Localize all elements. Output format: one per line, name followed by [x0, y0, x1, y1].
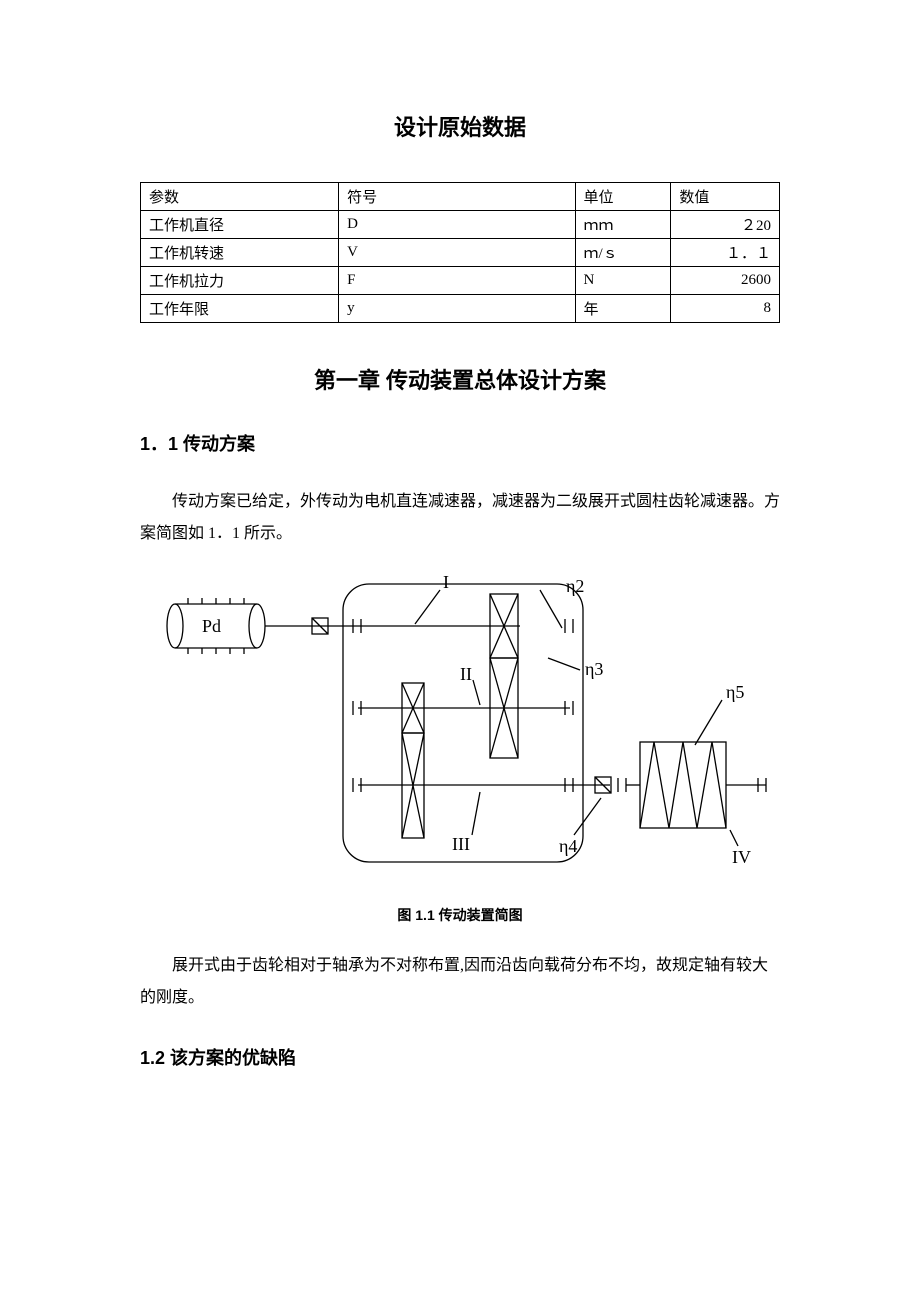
cell-param: 工作机直径 — [141, 211, 339, 239]
cell-value: 8 — [671, 295, 780, 323]
label-pd: Pd — [202, 616, 221, 636]
table-row: 工作机转速 V ｍ/ｓ １．１ — [141, 239, 780, 267]
transmission-diagram-svg: Pd I II III IV η2 η3 η4 η5 — [140, 570, 780, 880]
cell-value: ２20 — [671, 211, 780, 239]
title-section-1-2: 1.2 该方案的优缺陷 — [140, 1044, 780, 1070]
title-chapter-1: 第一章 传动装置总体设计方案 — [140, 363, 780, 395]
table-header-row: 参数 符号 单位 数值 — [141, 183, 780, 211]
table-row: 工作机拉力 F N 2600 — [141, 267, 780, 295]
label-eta3: η3 — [585, 659, 603, 679]
table-row: 工作机直径 D ｍｍ ２20 — [141, 211, 780, 239]
label-i: I — [443, 572, 449, 592]
cell-unit: N — [575, 267, 671, 295]
paragraph-1-1-b: 展开式由于齿轮相对于轴承为不对称布置,因而沿齿向载荷分布不均，故规定轴有较大的刚… — [140, 950, 780, 1014]
cell-symbol: V — [339, 239, 575, 267]
title-section-1-1: 1．1 传动方案 — [140, 430, 780, 456]
label-eta4: η4 — [559, 836, 577, 856]
cell-symbol: y — [339, 295, 575, 323]
cell-param: 工作机拉力 — [141, 267, 339, 295]
table-header-unit: 单位 — [575, 183, 671, 211]
cell-param: 工作机转速 — [141, 239, 339, 267]
cell-value: １．１ — [671, 239, 780, 267]
table-header-value: 数值 — [671, 183, 780, 211]
table-header-symbol: 符号 — [339, 183, 575, 211]
cell-value: 2600 — [671, 267, 780, 295]
table-header-param: 参数 — [141, 183, 339, 211]
paragraph-1-1-a: 传动方案已给定，外传动为电机直连减速器，减速器为二级展开式圆柱齿轮减速器。方案简… — [140, 486, 780, 550]
cell-unit: ｍｍ — [575, 211, 671, 239]
cell-unit: 年 — [575, 295, 671, 323]
label-eta2: η2 — [566, 576, 584, 596]
cell-unit: ｍ/ｓ — [575, 239, 671, 267]
parameter-table: 参数 符号 单位 数值 工作机直径 D ｍｍ ２20 工作机转速 V ｍ/ｓ １… — [140, 182, 780, 323]
label-ii: II — [460, 664, 472, 684]
cell-symbol: D — [339, 211, 575, 239]
cell-param: 工作年限 — [141, 295, 339, 323]
label-iii: III — [452, 834, 470, 854]
table-row: 工作年限 y 年 8 — [141, 295, 780, 323]
figure-1-1-caption: 图 1.1 传动装置简图 — [140, 905, 780, 925]
title-main: 设计原始数据 — [140, 110, 780, 142]
label-eta5: η5 — [726, 682, 744, 702]
label-iv: IV — [732, 847, 751, 867]
cell-symbol: F — [339, 267, 575, 295]
figure-1-1: Pd I II III IV η2 η3 η4 η5 — [140, 570, 780, 885]
